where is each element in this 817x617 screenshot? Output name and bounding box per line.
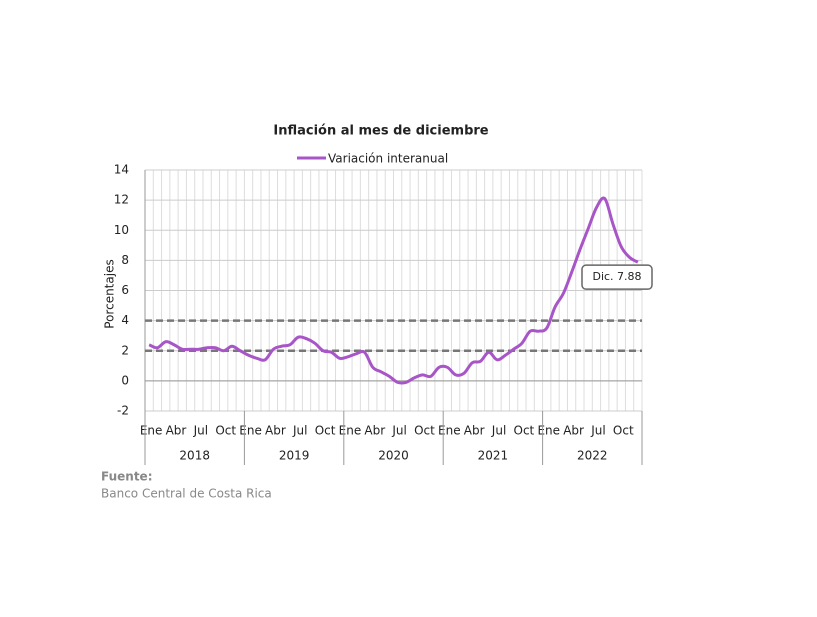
- x-tick-label: Oct: [613, 424, 634, 438]
- x-tick-label: Oct: [414, 424, 435, 438]
- x-tick-label: Ene: [537, 424, 560, 438]
- x-tick-label: Ene: [140, 424, 163, 438]
- annotation-box: [581, 264, 653, 290]
- x-tick-label: Jul: [193, 424, 208, 438]
- x-tick-label: Oct: [315, 424, 336, 438]
- x-tick-label: Ene: [239, 424, 262, 438]
- year-label: 2018: [179, 449, 210, 463]
- x-tick-label: Abr: [265, 424, 286, 438]
- x-tick-label: Oct: [514, 424, 535, 438]
- x-tick-label: Jul: [590, 424, 605, 438]
- x-tick-label: Oct: [215, 424, 236, 438]
- y-tick-label: 12: [114, 193, 129, 207]
- year-label: 2021: [478, 449, 509, 463]
- y-tick-label: -2: [117, 404, 129, 418]
- year-label: 2022: [577, 449, 608, 463]
- x-tick-label: Ene: [438, 424, 461, 438]
- y-axis-label: Porcentajes: [103, 259, 117, 328]
- y-tick-label: 10: [114, 223, 129, 237]
- y-tick-label: 4: [121, 313, 129, 327]
- x-tick-label: Abr: [464, 424, 485, 438]
- y-tick-label: 14: [114, 163, 129, 177]
- x-tick-label: Ene: [339, 424, 362, 438]
- x-tick-label: Abr: [563, 424, 584, 438]
- source: Banco Central de Costa Rica: [101, 487, 272, 501]
- x-tick-label: Jul: [391, 424, 406, 438]
- y-tick-label: 8: [121, 253, 129, 267]
- x-tick-label: Abr: [364, 424, 385, 438]
- year-label: 2020: [378, 449, 409, 463]
- chart-title: Inflación al mes de diciembre: [273, 124, 488, 139]
- y-tick-label: 6: [121, 283, 129, 297]
- annotation: Dic. 7.88: [592, 270, 641, 283]
- x-tick-label: Jul: [491, 424, 506, 438]
- y-tick-label: 2: [121, 343, 129, 357]
- source-title: Fuente:: [101, 470, 153, 484]
- y-tick-label: 0: [121, 373, 129, 387]
- x-tick-label: Jul: [292, 424, 307, 438]
- legend-label: Variación interanual: [328, 152, 448, 166]
- year-label: 2019: [279, 449, 310, 463]
- x-tick-label: Abr: [166, 424, 187, 438]
- series-line: [148, 196, 639, 385]
